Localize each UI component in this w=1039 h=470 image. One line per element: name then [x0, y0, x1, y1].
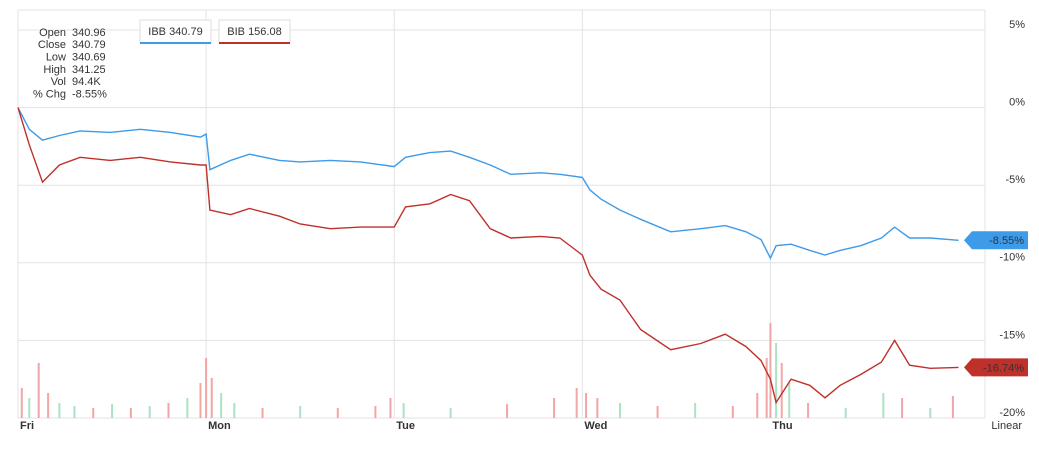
volume-bar — [205, 358, 208, 418]
tooltip-label: Low — [46, 52, 66, 64]
end-label-box — [964, 231, 1028, 250]
series-line — [17, 107, 959, 405]
volume-bar — [656, 406, 659, 418]
tooltip-value: 340.96 — [72, 27, 106, 39]
volume-bar — [261, 408, 264, 418]
volume-bar — [111, 404, 114, 418]
volume-bar — [844, 408, 847, 418]
y-tick-label: 5% — [1009, 19, 1025, 31]
tooltip-value: 340.69 — [72, 52, 106, 64]
tooltip-label: Close — [38, 39, 66, 51]
tooltip-label: % Chg — [33, 88, 66, 100]
volume-bar — [20, 388, 23, 418]
volume-bar — [618, 403, 621, 418]
volume-bar — [336, 408, 339, 418]
tooltip-label: High — [43, 64, 66, 76]
legend-name: IBB — [148, 26, 166, 38]
tooltip-label: Open — [39, 27, 66, 39]
volume-bar — [186, 398, 189, 418]
volume-bar — [374, 406, 377, 418]
volume-bar — [167, 403, 170, 418]
volume-bar — [92, 408, 95, 418]
volume-bar — [694, 403, 697, 418]
volume-bar — [47, 393, 50, 418]
volume-bar — [756, 393, 759, 418]
volume-bar — [951, 396, 954, 418]
volume-bar — [233, 403, 236, 418]
volume-bar — [596, 398, 599, 418]
volume-bar — [449, 408, 452, 418]
volume-bar — [807, 403, 810, 418]
scale-label: Linear — [991, 420, 1022, 432]
volume-bar — [775, 343, 778, 418]
volume-bar — [389, 398, 392, 418]
tooltip-value: 94.4K — [72, 76, 101, 88]
volume-bar — [506, 404, 509, 418]
tooltip-value: 341.25 — [72, 64, 106, 76]
volume-bar — [788, 383, 791, 418]
y-tick-label: -10% — [999, 252, 1025, 264]
volume-bar — [299, 406, 302, 418]
x-tick-label: Wed — [584, 420, 607, 432]
legend-name: BIB — [227, 26, 245, 38]
volume-bar — [58, 403, 61, 418]
y-tick-label: -15% — [999, 329, 1025, 341]
x-tick-label: Fri — [20, 420, 34, 432]
volume-bar — [148, 406, 151, 418]
end-label: -8.55% — [989, 235, 1024, 247]
volume-bar — [765, 358, 768, 418]
volume-bar — [28, 398, 31, 418]
volume-bar — [220, 393, 223, 418]
volume-bar — [929, 408, 932, 418]
legend-label: IBB 340.79 — [148, 26, 202, 38]
volume-bar — [402, 403, 405, 418]
tooltip-value: -8.55% — [72, 88, 107, 100]
y-tick-label: -20% — [999, 407, 1025, 419]
x-tick-label: Mon — [208, 420, 231, 432]
volume-bar — [37, 363, 40, 418]
volume-bar — [199, 383, 202, 418]
tooltip-label: Vol — [51, 76, 66, 88]
legend-price: 340.79 — [169, 26, 203, 38]
end-label: -16.74% — [983, 362, 1024, 374]
tooltip-value: 340.79 — [72, 39, 106, 51]
volume-bar — [585, 393, 588, 418]
volume-bar — [780, 363, 783, 418]
volume-bar — [882, 393, 885, 418]
series-line — [17, 107, 959, 260]
volume-bar — [575, 388, 578, 418]
legend-label: BIB 156.08 — [227, 26, 281, 38]
volume-bar — [731, 406, 734, 418]
legend-price: 156.08 — [248, 26, 282, 38]
volume-bar — [129, 408, 132, 418]
x-tick-label: Tue — [396, 420, 415, 432]
volume-bar — [73, 406, 76, 418]
y-tick-label: -5% — [1005, 174, 1025, 186]
volume-bar — [553, 398, 556, 418]
y-tick-label: 0% — [1009, 97, 1025, 109]
x-tick-label: Thu — [772, 420, 792, 432]
volume-bar — [901, 398, 904, 418]
volume-bar — [769, 323, 772, 418]
end-label-box — [964, 358, 1028, 377]
volume-bar — [210, 378, 213, 418]
